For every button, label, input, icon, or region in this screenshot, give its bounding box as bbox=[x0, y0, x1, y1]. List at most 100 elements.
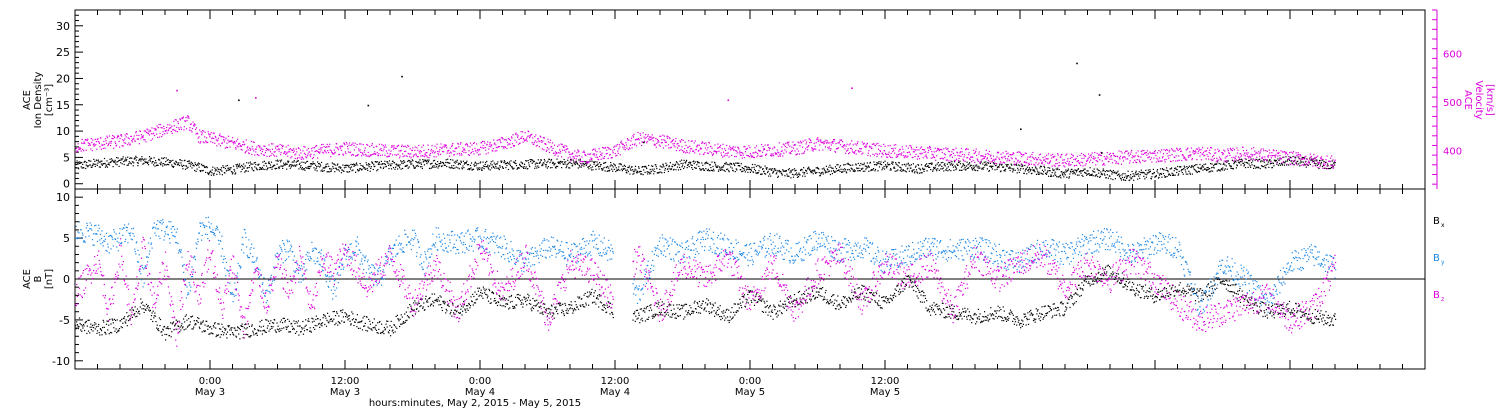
density-point bbox=[1210, 163, 1212, 165]
velocity-point bbox=[663, 139, 665, 141]
velocity-point bbox=[337, 149, 339, 151]
density-point bbox=[151, 162, 153, 164]
velocity-point bbox=[1143, 160, 1145, 162]
velocity-point bbox=[432, 150, 435, 152]
velocity-point bbox=[628, 139, 630, 141]
velocity-point bbox=[93, 143, 95, 145]
velocity-point bbox=[757, 154, 759, 156]
density-point bbox=[1178, 173, 1180, 175]
velocity-point bbox=[826, 142, 828, 144]
velocity-point bbox=[234, 141, 236, 143]
velocity-point bbox=[1063, 159, 1065, 161]
density-point bbox=[1232, 168, 1234, 170]
velocity-point bbox=[867, 154, 869, 157]
density-point bbox=[754, 170, 757, 172]
velocity-point bbox=[977, 160, 979, 162]
density-point bbox=[949, 162, 951, 164]
velocity-point bbox=[774, 152, 776, 154]
density-point bbox=[1202, 166, 1205, 168]
density-point bbox=[496, 167, 498, 169]
density-point bbox=[670, 168, 673, 170]
density-point bbox=[591, 160, 593, 162]
density-point bbox=[603, 162, 605, 164]
velocity-point bbox=[1244, 155, 1247, 157]
density-point bbox=[490, 161, 492, 163]
velocity-point bbox=[459, 143, 461, 145]
density-point bbox=[1281, 164, 1284, 166]
velocity-point bbox=[246, 150, 248, 152]
velocity-point bbox=[1230, 149, 1232, 151]
velocity-point bbox=[926, 156, 928, 158]
velocity-point bbox=[335, 146, 337, 148]
density-point bbox=[128, 161, 130, 163]
density-point bbox=[1231, 167, 1233, 169]
density-point bbox=[574, 162, 576, 165]
density-point bbox=[1001, 164, 1003, 166]
density-point bbox=[452, 167, 454, 169]
velocity-point bbox=[638, 137, 640, 140]
density-point bbox=[891, 162, 893, 164]
velocity-point bbox=[586, 162, 588, 164]
velocity-point bbox=[1061, 153, 1063, 155]
density-point bbox=[714, 164, 717, 166]
density-point bbox=[396, 165, 398, 167]
velocity-point bbox=[1226, 155, 1228, 157]
velocity-point bbox=[551, 142, 554, 144]
velocity-point bbox=[704, 147, 706, 149]
velocity-point bbox=[1166, 152, 1168, 155]
density-point bbox=[125, 160, 127, 162]
velocity-point bbox=[1153, 151, 1155, 153]
density-point bbox=[115, 163, 117, 165]
density-point bbox=[210, 170, 212, 172]
velocity-point bbox=[395, 147, 397, 150]
velocity-point bbox=[158, 126, 160, 129]
velocity-point bbox=[1115, 162, 1117, 164]
density-point bbox=[907, 167, 909, 169]
velocity-point bbox=[1161, 160, 1163, 162]
density-point bbox=[647, 171, 649, 173]
velocity-point bbox=[522, 131, 524, 133]
velocity-point bbox=[652, 137, 654, 139]
velocity-point bbox=[510, 146, 512, 149]
density-point bbox=[796, 176, 799, 178]
velocity-point bbox=[212, 142, 214, 144]
density-point bbox=[699, 167, 701, 170]
velocity-point bbox=[435, 156, 437, 158]
velocity-point bbox=[973, 149, 975, 151]
velocity-point bbox=[596, 151, 598, 153]
density-point bbox=[1009, 169, 1011, 172]
density-point bbox=[808, 166, 810, 168]
velocity-point bbox=[934, 147, 936, 149]
velocity-point bbox=[501, 137, 503, 139]
density-point bbox=[346, 171, 348, 173]
velocity-point bbox=[140, 138, 142, 140]
density-point bbox=[1300, 160, 1302, 162]
density-point bbox=[579, 166, 581, 168]
velocity-point bbox=[1185, 158, 1187, 160]
density-point bbox=[908, 164, 910, 166]
density-point bbox=[247, 170, 249, 172]
density-point bbox=[380, 167, 382, 169]
velocity-point bbox=[277, 146, 279, 148]
velocity-point bbox=[467, 154, 470, 156]
density-point bbox=[1242, 162, 1245, 165]
velocity-point bbox=[207, 141, 209, 143]
density-point bbox=[947, 170, 949, 172]
velocity-point bbox=[1201, 153, 1203, 155]
density-point bbox=[267, 162, 270, 164]
density-point bbox=[140, 160, 142, 162]
density-point bbox=[1237, 159, 1239, 162]
velocity-point bbox=[1206, 154, 1208, 156]
density-point bbox=[890, 169, 892, 171]
velocity-point bbox=[513, 145, 515, 147]
density-point bbox=[862, 167, 864, 169]
density-point bbox=[967, 167, 969, 169]
density-point bbox=[1188, 170, 1190, 172]
density-point bbox=[549, 167, 552, 169]
velocity-point bbox=[1238, 159, 1240, 161]
density-point bbox=[988, 170, 990, 172]
velocity-point bbox=[811, 147, 813, 149]
density-point bbox=[722, 166, 724, 168]
density-point bbox=[206, 166, 208, 168]
velocity-point bbox=[754, 147, 756, 149]
